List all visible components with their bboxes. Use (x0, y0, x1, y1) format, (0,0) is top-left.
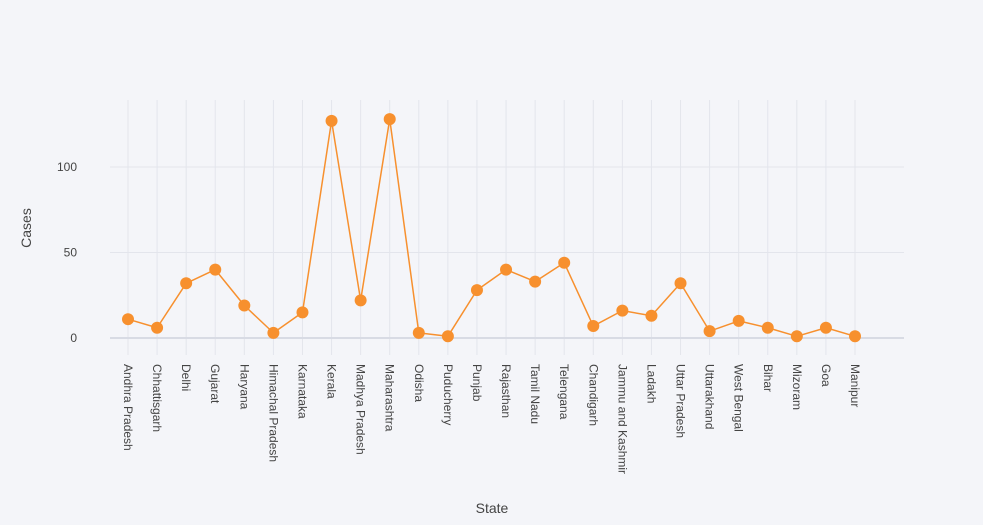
data-point[interactable] (849, 330, 861, 343)
x-tick-label: Puducherry (441, 364, 455, 425)
data-point[interactable] (383, 113, 396, 126)
y-tick-label: 100 (57, 160, 77, 174)
x-tick-label: Telengana (557, 364, 571, 420)
data-point[interactable] (238, 299, 251, 312)
x-tick-label: Karnataka (295, 364, 309, 419)
data-point[interactable] (587, 320, 600, 333)
x-tick-label: Gujarat (208, 364, 222, 404)
x-tick-label: Mizoram (790, 364, 804, 410)
x-tick-label: Uttarakhand (703, 364, 717, 429)
x-tick-label: West Bengal (732, 364, 746, 432)
x-tick-label: Chandigarh (586, 364, 600, 426)
x-tick-label: Maharashtra (383, 364, 397, 432)
axes: 0 50 100 Andhra Pradesh Chhattisgarh Delhi Guj… (57, 160, 862, 474)
data-point[interactable] (209, 263, 222, 276)
x-tick-label: Andhra Pradesh (121, 364, 135, 451)
x-tick-label: Chhattisgarh (150, 364, 164, 432)
data-point[interactable] (470, 284, 483, 297)
data-point[interactable] (325, 114, 338, 127)
x-tick-label: Jammu and Kashmir (615, 364, 629, 474)
x-tick-label: Tamil Nadu (528, 364, 542, 424)
x-tick-label: Uttar Pradesh (674, 364, 688, 438)
data-point[interactable] (732, 314, 745, 327)
y-tick-label: 50 (64, 246, 78, 260)
data-point[interactable] (558, 256, 571, 269)
data-point[interactable] (354, 294, 367, 307)
y-axis-title: Cases (18, 208, 34, 248)
x-tick-label: Madhya Pradesh (354, 364, 368, 455)
x-tick-label: Haryana (237, 364, 251, 410)
data-point[interactable] (529, 275, 542, 288)
x-tick-label: Delhi (179, 364, 193, 391)
data-point[interactable] (500, 263, 513, 276)
x-tick-label: Goa (819, 364, 833, 387)
x-tick-label: Rajasthan (499, 364, 513, 418)
grid (110, 100, 904, 355)
x-tick-label: Odisha (412, 364, 426, 402)
series (122, 113, 861, 343)
data-point[interactable] (703, 325, 716, 338)
x-axis-title: State (476, 500, 509, 516)
data-point[interactable] (790, 330, 803, 343)
data-point[interactable] (616, 304, 629, 317)
data-point[interactable] (296, 306, 309, 319)
data-point[interactable] (674, 277, 687, 290)
x-tick-label: Punjab (470, 364, 484, 402)
y-tick-label: 0 (70, 331, 77, 345)
x-tick-label: Manipur (848, 364, 862, 407)
data-point[interactable] (412, 326, 425, 339)
data-point[interactable] (267, 326, 280, 339)
x-tick-label: Bihar (761, 364, 775, 392)
data-point[interactable] (122, 313, 134, 326)
series-line (127, 118, 856, 338)
data-point[interactable] (761, 321, 774, 334)
data-point[interactable] (645, 309, 658, 322)
x-tick-label: Himachal Pradesh (266, 364, 280, 462)
x-tick-label: Kerala (325, 364, 339, 399)
x-tick-label: Ladakh (644, 364, 658, 403)
data-point[interactable] (151, 321, 164, 334)
data-point[interactable] (819, 321, 832, 334)
data-point[interactable] (441, 330, 454, 343)
data-point[interactable] (180, 277, 193, 290)
